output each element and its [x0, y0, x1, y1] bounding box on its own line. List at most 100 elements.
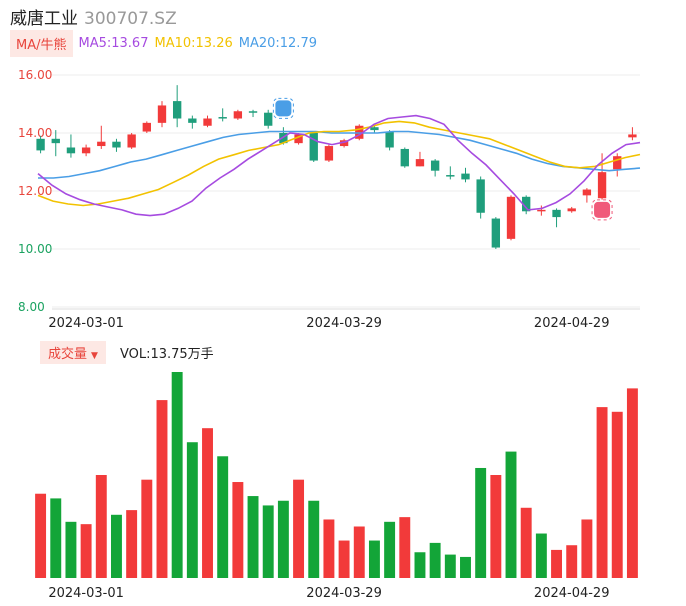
candle-body: [430, 160, 440, 171]
x-tick-label: 2024-03-29: [306, 316, 382, 331]
volume-bar: [338, 540, 350, 578]
volume-bars: [35, 372, 638, 578]
volume-bar: [262, 505, 274, 578]
x-tick-label: 2024-04-29: [534, 586, 610, 601]
volume-bar: [277, 500, 289, 578]
candle-body: [582, 189, 592, 196]
volume-value: VOL:13.75万手: [119, 346, 214, 362]
y-tick-label: 14.00: [18, 126, 52, 140]
volume-tag-label: 成交量: [48, 346, 88, 362]
candle-body: [203, 118, 212, 126]
x-tick-label: 2024-03-01: [48, 586, 124, 601]
volume-bar: [505, 451, 517, 578]
volume-bar: [110, 514, 122, 578]
chevron-down-icon: ▼: [91, 350, 98, 361]
volume-bar: [384, 521, 396, 578]
volume-bar: [460, 556, 471, 578]
volume-bar: [247, 496, 259, 578]
candle-body: [628, 134, 637, 138]
volume-bar: [126, 510, 138, 578]
volume-bar: [232, 482, 244, 578]
candle-body: [446, 175, 455, 177]
volume-bar: [353, 526, 365, 578]
ma10-line: [37, 120, 641, 207]
candle-body: [415, 159, 425, 167]
volume-bar: [596, 407, 608, 578]
ma20-legend: MA20:12.79: [238, 35, 317, 51]
stock-title: 威唐工业 300707.SZ: [10, 4, 177, 29]
volume-bar: [581, 519, 593, 578]
candle-body: [461, 173, 470, 180]
volume-bar: [293, 479, 305, 578]
candle-body: [279, 133, 288, 144]
x-tick-label: 2024-03-01: [48, 316, 124, 331]
volume-bar: [80, 524, 92, 578]
candle-body: [339, 140, 349, 147]
price-grid: [52, 74, 640, 310]
volume-bar: [50, 498, 62, 578]
candle-body: [522, 196, 531, 212]
candle-body: [112, 141, 121, 148]
volume-bar: [444, 554, 456, 578]
candle-body: [597, 172, 607, 199]
candle-body: [218, 117, 227, 119]
volume-bar: [551, 549, 563, 578]
ma-lines: [37, 114, 641, 217]
volume-bar: [566, 545, 578, 578]
ma20-line: [38, 130, 641, 179]
volume-bar: [141, 479, 153, 578]
signal-badges: [272, 97, 613, 221]
candle-body: [294, 134, 303, 144]
candle-body: [324, 146, 334, 161]
y-tick-label: 12.00: [18, 184, 52, 198]
candle-body: [97, 141, 106, 147]
candle-body: [309, 133, 318, 161]
y-tick-label: 10.00: [18, 242, 52, 256]
volume-bar: [217, 456, 229, 578]
volume-bar: [202, 428, 213, 578]
candle-body: [127, 134, 136, 148]
volume-selector-tag[interactable]: 成交量 ▼: [40, 340, 106, 364]
bull-signal-icon: [275, 100, 292, 117]
volume-bar: [368, 540, 380, 578]
y-tick-label: 8.00: [18, 300, 45, 314]
candle-body: [491, 218, 501, 248]
candle-body: [248, 111, 258, 113]
candle-body: [264, 112, 273, 126]
candle-body: [537, 209, 546, 212]
candle-body: [81, 147, 91, 154]
volume-bar: [95, 475, 107, 578]
price-y-ticks: 16.00 14.00 12.00 10.00 8.00: [18, 68, 52, 314]
volume-bar: [535, 533, 547, 578]
y-tick-label: 16.00: [18, 68, 52, 82]
volume-bar: [520, 507, 532, 578]
ma5-line: [37, 114, 641, 217]
volume-bar: [171, 372, 183, 578]
volume-legend: 成交量 ▼ VOL:13.75万手: [40, 340, 214, 364]
volume-bar: [626, 388, 638, 578]
ma10-legend: MA10:13.26: [154, 35, 233, 51]
candle-body: [188, 118, 197, 123]
candle-body: [233, 111, 243, 119]
candle-body: [142, 122, 151, 132]
candle-body: [385, 131, 394, 148]
candle-body: [66, 147, 76, 154]
ma-selector-tag[interactable]: MA/牛熊: [10, 29, 73, 57]
candle-body: [567, 208, 576, 212]
volume-bar: [35, 493, 47, 578]
candle-body: [172, 101, 182, 119]
candle-body: [157, 105, 167, 123]
candle-body: [36, 138, 45, 151]
ma5-legend: MA5:13.67: [78, 35, 149, 51]
volume-bar: [323, 519, 335, 578]
volume-bar: [475, 467, 487, 578]
x-tick-label: 2024-04-29: [534, 316, 610, 331]
volume-bar: [399, 517, 411, 578]
stock-code: 300707.SZ: [84, 9, 177, 29]
stock-name: 威唐工业: [10, 9, 78, 29]
volume-bar: [429, 542, 441, 578]
candle-body: [476, 179, 485, 213]
volume-bar: [156, 400, 168, 578]
volume-bar: [186, 442, 198, 578]
candle-body: [506, 196, 516, 239]
